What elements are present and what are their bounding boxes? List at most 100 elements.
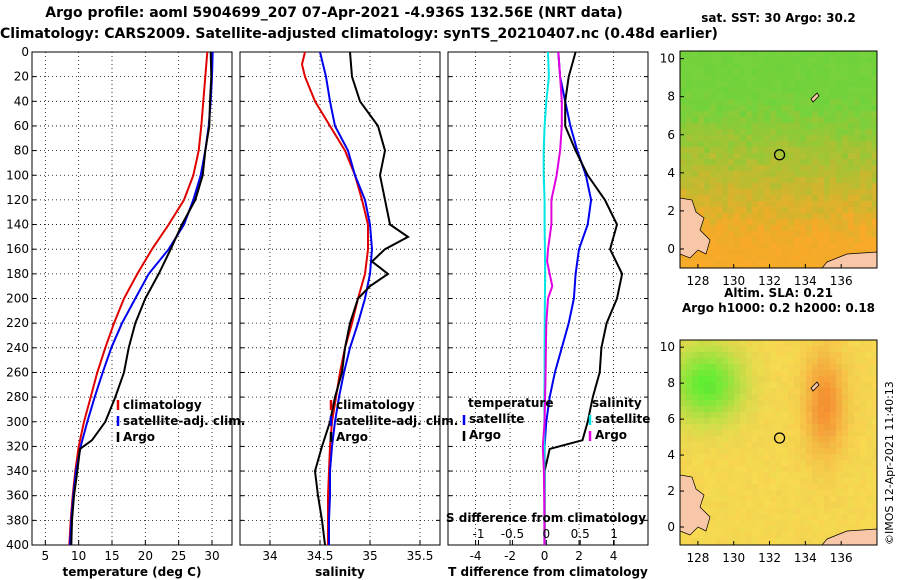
sst-map-cell — [854, 171, 860, 177]
sst-ytick-label: 4 — [667, 166, 675, 180]
sla-map-cell — [818, 340, 824, 346]
sla-map-cell — [848, 418, 854, 424]
sla-map-cell — [848, 502, 854, 508]
sst-map-cell — [842, 69, 848, 75]
sst-map-cell — [860, 129, 866, 135]
temperature-series-climatology — [68, 51, 209, 546]
sla-map-cell — [770, 454, 776, 460]
sla-map-cell — [764, 406, 770, 412]
sst-map-cell — [860, 69, 866, 75]
sst-map-cell — [686, 87, 692, 93]
sla-map-cell — [704, 448, 710, 454]
sst-map-cell — [740, 249, 746, 255]
sst-map-cell — [812, 111, 818, 117]
sla-map-cell — [728, 496, 734, 502]
sst-map-cell — [680, 189, 686, 195]
sst-map-cell — [848, 87, 854, 93]
sst-map-cell — [812, 51, 818, 57]
sla-map-cell — [794, 382, 800, 388]
sst-map-cell — [866, 63, 872, 69]
sst-map-cell — [734, 75, 740, 81]
sst-map-cell — [740, 123, 746, 129]
sst-map-cell — [872, 153, 877, 159]
sla-map-cell — [680, 424, 686, 430]
sla-map-cell — [734, 448, 740, 454]
sst-map-cell — [788, 171, 794, 177]
sla-map-cell — [764, 358, 770, 364]
sla-map-cell — [836, 424, 842, 430]
sla-map-cell — [734, 424, 740, 430]
sst-map-cell — [788, 249, 794, 255]
sst-map-cell — [698, 153, 704, 159]
sst-map-cell — [734, 243, 740, 249]
sst-map-cell — [794, 117, 800, 123]
sla-map-cell — [776, 406, 782, 412]
sla-map-cell — [848, 466, 854, 472]
sla-map-cell — [824, 514, 830, 520]
sst-map-cell — [824, 141, 830, 147]
sst-map-cell — [764, 51, 770, 57]
sst-map-cell — [794, 87, 800, 93]
sla-map-cell — [848, 496, 854, 502]
sst-map-cell — [794, 261, 800, 267]
sla-map-cell — [812, 472, 818, 478]
sla-map-cell — [722, 358, 728, 364]
temperature-series-satellite-adj-clim- — [69, 51, 214, 546]
sst-map-cell — [824, 219, 830, 225]
sla-map-cell — [836, 484, 842, 490]
sst-map-cell — [860, 219, 866, 225]
sst-map-cell — [758, 165, 764, 171]
sst-map-cell — [824, 195, 830, 201]
diff-legend-label: Argo — [595, 428, 627, 442]
sla-map-cell — [800, 388, 806, 394]
sla-map-cell — [746, 430, 752, 436]
sst-map-cell — [842, 231, 848, 237]
sla-map-cell — [836, 340, 842, 346]
sst-map-cell — [860, 117, 866, 123]
sla-map-cell — [734, 460, 740, 466]
sla-map-cell — [698, 400, 704, 406]
sla-map-cell — [842, 526, 848, 532]
sla-map-cell — [740, 358, 746, 364]
sst-map-cell — [710, 75, 716, 81]
sst-map-cell — [686, 183, 692, 189]
sla-map-cell — [854, 388, 860, 394]
sst-map-cell — [866, 201, 872, 207]
sla-map-cell — [794, 352, 800, 358]
sst-map-cell — [782, 171, 788, 177]
sla-map-cell — [734, 376, 740, 382]
sla-map-cell — [842, 346, 848, 352]
sst-map-cell — [734, 99, 740, 105]
sla-map-cell — [710, 358, 716, 364]
sst-map-cell — [722, 171, 728, 177]
sla-map-cell — [710, 490, 716, 496]
sla-map-cell — [776, 382, 782, 388]
sla-map-cell — [692, 460, 698, 466]
sla-map-cell — [818, 520, 824, 526]
sla-map-cell — [854, 508, 860, 514]
sla-map-cell — [710, 400, 716, 406]
sla-map-cell — [770, 466, 776, 472]
sla-map-cell — [734, 472, 740, 478]
sst-map-cell — [716, 183, 722, 189]
sst-map-cell — [704, 69, 710, 75]
sla-map-cell — [740, 430, 746, 436]
sst-map-cell — [716, 141, 722, 147]
sla-map-cell — [758, 358, 764, 364]
sst-map-cell — [788, 219, 794, 225]
sla-map-cell — [740, 406, 746, 412]
sst-map-cell — [866, 237, 872, 243]
sst-map-cell — [794, 51, 800, 57]
sla-map-cell — [770, 508, 776, 514]
sst-map-cell — [818, 117, 824, 123]
sla-map-cell — [806, 508, 812, 514]
sla-xtick-label: 132 — [758, 551, 781, 565]
sst-map-cell — [716, 261, 722, 267]
sst-map-cell — [860, 63, 866, 69]
sla-map-cell — [740, 454, 746, 460]
sla-ytick-label: 0 — [667, 520, 675, 534]
sla-map-cell — [764, 382, 770, 388]
sst-map-cell — [722, 225, 728, 231]
sla-map-cell — [818, 508, 824, 514]
depth-tick-label: 40 — [14, 94, 29, 108]
